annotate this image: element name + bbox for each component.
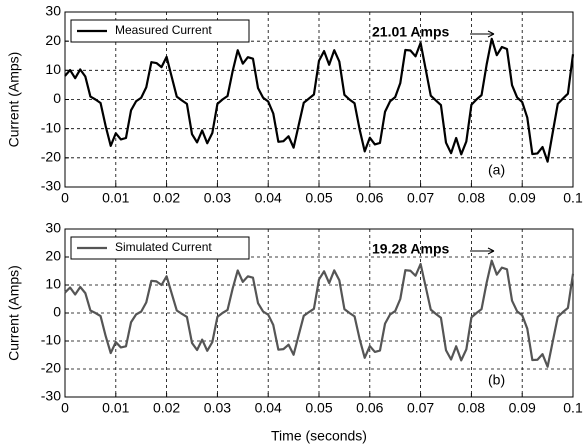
annotation-arrowhead <box>487 247 495 255</box>
y-axis-label: Current (Amps) <box>6 52 22 148</box>
x-tick-label: 0.03 <box>204 190 231 206</box>
y-tick-label: 30 <box>45 3 61 19</box>
y-tick-label: 20 <box>45 248 61 264</box>
annotation: 19.28 Amps <box>372 241 450 257</box>
x-tick-label: 0.01 <box>102 400 129 416</box>
x-tick-label: 0.1 <box>563 190 583 206</box>
plot-frame <box>64 11 574 188</box>
y-tick-label: 30 <box>45 220 61 236</box>
x-tick-label: 0.05 <box>305 400 332 416</box>
panel-label: (a) <box>488 162 505 178</box>
data-line <box>64 37 575 163</box>
x-axis-label: Time (seconds) <box>271 428 367 444</box>
x-tick-label: 0.01 <box>102 190 129 206</box>
annotation-arrowhead <box>487 30 495 38</box>
x-tick-label: 0.04 <box>255 400 282 416</box>
y-tick-label: 10 <box>45 61 61 77</box>
legend-label: Simulated Current <box>115 240 212 254</box>
data-line <box>64 259 575 368</box>
y-tick-label: -10 <box>41 332 61 348</box>
x-tick-label: 0 <box>61 190 69 206</box>
legend-box <box>70 236 250 260</box>
panel-label: (b) <box>488 372 505 388</box>
x-tick-label: 0.05 <box>305 190 332 206</box>
x-tick-label: 0.08 <box>458 400 485 416</box>
x-tick-label: 0.09 <box>509 190 536 206</box>
plot-frame <box>64 228 574 398</box>
x-tick-label: 0.08 <box>458 190 485 206</box>
x-tick-label: 0.02 <box>153 190 180 206</box>
x-tick-label: 0.07 <box>407 190 434 206</box>
y-axis-label: Current (Amps) <box>6 265 22 361</box>
y-tick-label: -20 <box>41 149 61 165</box>
y-tick-label: 0 <box>53 304 61 320</box>
annotation: 21.01 Amps <box>372 24 450 40</box>
y-tick-label: -20 <box>41 360 61 376</box>
y-tick-label: 20 <box>45 32 61 48</box>
x-tick-label: 0.04 <box>255 190 282 206</box>
y-tick-label: 0 <box>53 90 61 106</box>
y-tick-label: -30 <box>41 178 61 194</box>
legend-box <box>70 19 250 43</box>
x-tick-label: 0.07 <box>407 400 434 416</box>
y-tick-label: -30 <box>41 388 61 404</box>
x-tick-label: 0.09 <box>509 400 536 416</box>
x-tick-label: 0.1 <box>563 400 583 416</box>
x-tick-label: 0 <box>61 400 69 416</box>
legend-label: Measured Current <box>115 23 212 37</box>
x-tick-label: 0.02 <box>153 400 180 416</box>
x-tick-label: 0.06 <box>356 400 383 416</box>
x-tick-label: 0.06 <box>356 190 383 206</box>
y-tick-label: 10 <box>45 276 61 292</box>
y-tick-label: -10 <box>41 119 61 135</box>
x-tick-label: 0.03 <box>204 400 231 416</box>
